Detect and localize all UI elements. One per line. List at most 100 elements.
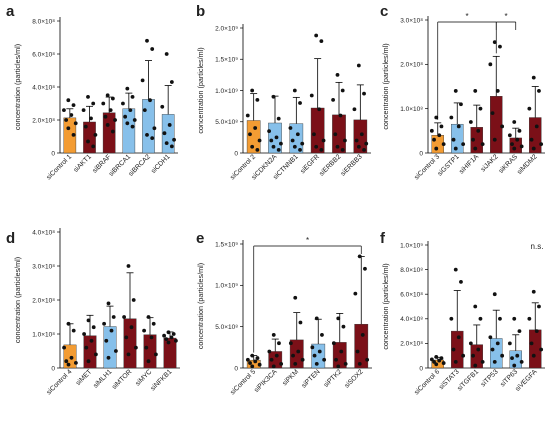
data-point	[363, 266, 367, 271]
data-point	[461, 353, 466, 358]
y-tick-label: 4.0×10⁸	[32, 229, 55, 236]
data-point	[517, 128, 522, 133]
data-point	[321, 138, 326, 143]
data-point	[146, 359, 151, 364]
data-point	[317, 349, 322, 354]
y-tick-label: 1.0×10⁹	[215, 88, 238, 95]
data-point	[274, 135, 279, 140]
data-point	[250, 364, 255, 369]
data-point	[317, 107, 322, 112]
data-point	[64, 118, 69, 122]
y-tick-label: 1.5×10⁹	[215, 57, 238, 64]
data-point	[432, 359, 436, 364]
y-tick-label: 6.0×10⁸	[400, 292, 423, 299]
data-point	[537, 304, 541, 309]
data-point	[456, 124, 461, 129]
data-point	[500, 353, 505, 358]
data-point	[429, 357, 434, 362]
data-point	[478, 106, 483, 111]
category-label: siBRCA2	[127, 153, 152, 178]
category-label: siCDH1	[150, 153, 172, 175]
panel-letter: f	[380, 230, 386, 247]
data-point	[449, 115, 454, 120]
y-tick-label: 2.0×10⁸	[32, 117, 55, 124]
data-point	[507, 341, 512, 346]
data-point	[66, 321, 71, 326]
data-point	[357, 361, 362, 366]
data-point	[339, 349, 344, 354]
data-point	[473, 146, 478, 151]
data-point	[169, 335, 174, 340]
data-point	[86, 95, 90, 99]
data-point	[322, 357, 327, 362]
category-label: siTP53	[480, 368, 500, 388]
data-point	[515, 353, 520, 358]
data-point	[125, 86, 130, 91]
significance-label: *	[465, 12, 468, 21]
data-point	[527, 316, 532, 321]
data-point	[267, 349, 272, 354]
data-point	[86, 318, 91, 323]
data-point	[128, 108, 133, 112]
category-label: siGSTP1	[436, 153, 460, 177]
category-label: siControl 3	[413, 153, 441, 181]
data-point	[534, 124, 539, 129]
data-point	[101, 101, 106, 106]
data-point	[473, 304, 478, 309]
data-point	[359, 132, 364, 137]
data-point	[495, 89, 500, 93]
data-point	[319, 147, 324, 152]
data-point	[492, 292, 497, 297]
data-point	[300, 141, 305, 146]
category-label: siPTEN	[300, 368, 321, 389]
data-point	[471, 137, 475, 142]
data-point	[292, 88, 297, 93]
data-point	[145, 132, 149, 137]
data-point	[507, 133, 512, 138]
data-point	[356, 63, 361, 68]
data-point	[439, 356, 444, 361]
y-tick-label: 3.0×10⁸	[400, 17, 423, 24]
y-tick-label: 0	[51, 150, 55, 157]
data-point	[151, 321, 156, 326]
data-point	[531, 289, 536, 294]
data-point	[298, 101, 302, 105]
data-point	[334, 357, 338, 362]
data-point	[84, 345, 89, 350]
data-point	[519, 144, 524, 149]
category-label: siPKM	[281, 368, 300, 387]
data-point	[94, 352, 98, 357]
panel-letter: c	[380, 3, 388, 20]
data-point	[365, 357, 370, 362]
data-point	[310, 345, 315, 350]
data-point	[320, 333, 324, 337]
data-point	[290, 138, 295, 143]
data-point	[441, 142, 446, 147]
data-point	[331, 97, 335, 102]
bar	[143, 334, 157, 369]
data-point	[335, 144, 340, 149]
data-point	[478, 316, 483, 321]
data-point	[512, 146, 517, 151]
data-point	[73, 121, 78, 126]
bar	[490, 96, 503, 154]
panel-a: a 0 2.0×10⁸ 4.0×10⁸ 6.0×10⁸ 8.0×10⁸ concentrat…	[6, 3, 178, 181]
bar	[246, 120, 261, 154]
data-point	[529, 137, 534, 142]
y-tick-label: 0	[234, 150, 238, 157]
data-point	[250, 144, 255, 149]
data-point	[488, 62, 493, 67]
data-point	[276, 147, 281, 152]
data-point	[255, 97, 260, 102]
category-label: siControl 1	[45, 153, 73, 181]
data-point	[490, 347, 495, 352]
data-point	[104, 338, 109, 343]
data-point	[71, 132, 76, 137]
y-axis-label: concentration (particles/ml)	[381, 43, 390, 129]
data-point	[86, 139, 90, 144]
data-point	[124, 335, 129, 340]
data-point	[86, 359, 91, 364]
y-tick-label: 1.0×10⁹	[400, 242, 423, 249]
data-point	[66, 98, 71, 103]
